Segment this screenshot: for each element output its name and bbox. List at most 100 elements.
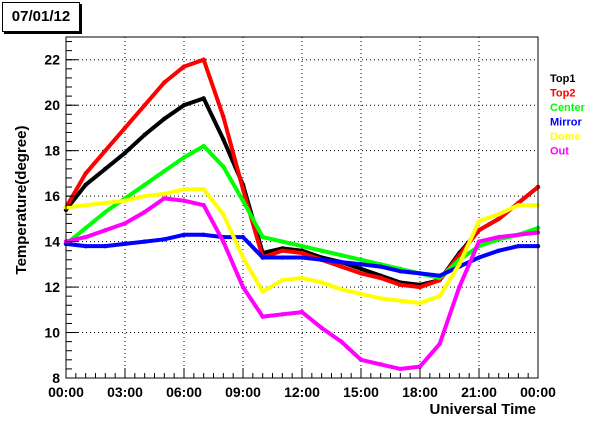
- data-point-out: [260, 314, 265, 319]
- data-point-out: [280, 312, 285, 317]
- data-point-mirror: [240, 234, 246, 240]
- data-point-dome: [201, 187, 206, 192]
- series-layer: [63, 57, 541, 372]
- y-tick-label: 8: [52, 370, 60, 386]
- data-point-dome: [280, 278, 285, 283]
- data-point-mirror: [181, 232, 187, 237]
- data-point-mirror: [122, 241, 128, 247]
- data-point-out: [103, 228, 108, 233]
- data-point-top1: [181, 103, 187, 108]
- data-point-out: [240, 284, 246, 290]
- y-tick-label: 16: [44, 188, 60, 204]
- data-point-out: [398, 366, 403, 372]
- data-point-mirror: [398, 268, 403, 274]
- data-point-out: [476, 239, 482, 244]
- x-tick-label: 00:00: [48, 384, 84, 400]
- data-point-top2: [280, 248, 285, 253]
- data-point-top2: [103, 148, 108, 153]
- data-point-dome: [417, 300, 423, 306]
- data-point-center: [319, 248, 324, 253]
- data-point-mirror: [142, 239, 147, 244]
- plot-frame: [65, 36, 539, 379]
- data-point-top2: [358, 271, 364, 276]
- data-point-top2: [378, 275, 383, 281]
- data-point-out: [516, 232, 521, 237]
- data-point-dome: [221, 212, 226, 217]
- data-point-dome: [358, 291, 364, 297]
- data-point-top2: [299, 250, 305, 256]
- y-tick-label: 12: [44, 279, 60, 295]
- data-point-top2: [181, 64, 187, 69]
- data-point-dome: [516, 203, 521, 208]
- data-point-out: [122, 221, 128, 226]
- x-tick-label: 18:00: [402, 384, 438, 400]
- data-point-top2: [221, 114, 226, 119]
- data-point-top1: [358, 266, 364, 272]
- data-point-mirror: [201, 232, 206, 237]
- legend: Top1 Top2 Center Mirror Dome Out: [550, 73, 586, 158]
- data-point-center: [83, 225, 88, 231]
- data-point-dome: [83, 203, 88, 208]
- data-point-dome: [319, 280, 324, 285]
- y-tick-label: 20: [44, 97, 60, 113]
- data-point-dome: [299, 275, 305, 281]
- x-tick-label: 03:00: [107, 384, 143, 400]
- data-point-mirror: [280, 255, 285, 260]
- y-axis-title: Temperature(degree): [13, 126, 30, 275]
- data-point-mirror: [358, 262, 364, 267]
- data-point-out: [319, 325, 324, 331]
- data-point-top2: [122, 125, 128, 131]
- series-line-out: [64, 196, 540, 371]
- legend-entry-mirror: Mirror: [550, 117, 583, 129]
- data-point-top2: [398, 282, 403, 287]
- x-tick-label: 15:00: [343, 384, 379, 400]
- data-point-top2: [476, 228, 482, 233]
- data-point-dome: [162, 191, 167, 197]
- y-tick-label: 14: [44, 234, 60, 250]
- data-point-top1: [122, 150, 128, 156]
- data-point-out: [339, 339, 344, 344]
- data-point-out: [496, 234, 501, 240]
- data-point-top2: [162, 80, 167, 85]
- data-point-out: [83, 234, 88, 240]
- data-point-out: [457, 284, 462, 290]
- data-point-mirror: [103, 243, 108, 249]
- data-point-center: [260, 234, 265, 240]
- data-point-out: [358, 357, 364, 363]
- data-point-mirror: [496, 248, 501, 253]
- tick-labels: 00:00 03:00 06:00 09:00 12:00 15:00 18:00 21:00…: [44, 52, 556, 400]
- data-point-center: [162, 168, 167, 174]
- data-point-top2: [496, 216, 501, 222]
- data-point-out: [437, 341, 442, 347]
- data-point-dome: [142, 193, 147, 199]
- data-point-center: [358, 257, 364, 262]
- y-tick-label: 18: [44, 143, 60, 159]
- legend-entry-center: Center: [550, 102, 586, 114]
- data-point-top1: [162, 116, 167, 122]
- data-point-out: [378, 362, 383, 367]
- data-point-top2: [417, 284, 423, 290]
- data-point-dome: [378, 296, 383, 301]
- data-point-dome: [398, 298, 403, 303]
- data-point-out: [201, 203, 206, 208]
- data-point-out: [221, 239, 226, 244]
- data-point-mirror: [417, 271, 423, 276]
- data-point-center: [299, 243, 305, 249]
- data-point-dome: [437, 293, 442, 299]
- data-point-top2: [142, 103, 147, 108]
- data-point-dome: [122, 198, 128, 203]
- data-point-dome: [240, 255, 246, 260]
- data-point-mirror: [319, 257, 324, 262]
- data-point-top1: [201, 96, 206, 101]
- data-point-dome: [457, 262, 462, 267]
- data-point-top1: [103, 166, 108, 172]
- x-tick-label: 09:00: [225, 384, 261, 400]
- data-point-center: [103, 209, 108, 215]
- legend-entry-top2: Top2: [550, 88, 575, 100]
- x-tick-label: 06:00: [166, 384, 202, 400]
- axis-ticks: [65, 41, 539, 379]
- data-point-mirror: [162, 237, 167, 242]
- data-point-top1: [83, 182, 88, 187]
- data-point-dome: [339, 287, 344, 292]
